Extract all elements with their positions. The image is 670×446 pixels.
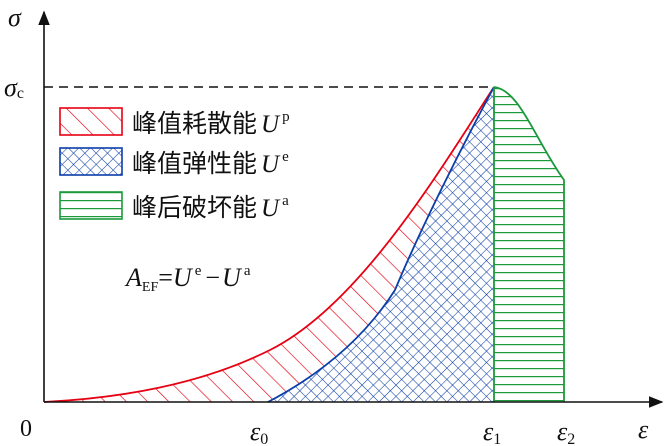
stress-strain-curve	[43, 86, 495, 403]
origin-label: 0	[20, 416, 32, 442]
energy-formula: AEF=U e −U a	[124, 263, 251, 295]
y-axis-label: σ	[8, 3, 22, 32]
strain-2-label: ε2	[557, 417, 575, 446]
dissipated-energy-region	[44, 87, 494, 402]
x-axis-label: ε	[638, 415, 649, 444]
strain-1-label: ε1	[483, 417, 501, 446]
post-peak-curve	[493, 86, 565, 402]
legend-swatch-elastic	[59, 147, 123, 176]
peak-stress-label: σc	[4, 73, 24, 102]
legend-swatch-failure	[59, 191, 123, 220]
legend-swatch-dissipated	[59, 107, 123, 136]
strain-0-label: ε0	[250, 417, 268, 446]
elastic-energy-region	[268, 87, 494, 402]
failure-energy-region	[494, 87, 564, 402]
unloading-curve	[267, 86, 495, 403]
